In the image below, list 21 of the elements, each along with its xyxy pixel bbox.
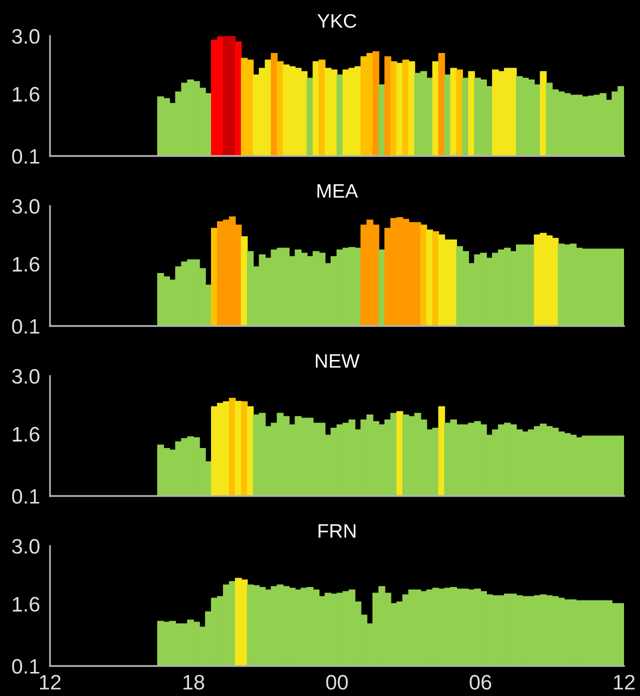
y-tick-label: 3.0: [12, 369, 40, 384]
chart-title: YKC: [317, 14, 356, 28]
y-tick-label: 3.0: [12, 29, 40, 44]
chart-title: FRN: [318, 524, 356, 538]
y-tick-label: 3.0: [12, 539, 40, 554]
chart-title: NEW: [316, 354, 360, 368]
y-tick-label: 1.6: [12, 596, 40, 612]
x-tick-label: 00: [326, 674, 348, 690]
y-tick-label: 0.1: [12, 149, 40, 164]
y-tick-label: 1.6: [12, 86, 40, 102]
y-tick-label: 1.6: [12, 256, 40, 272]
x-tick-label: 12: [40, 674, 61, 690]
y-tick-label: 0.1: [12, 489, 40, 504]
y-tick-label: 3.0: [12, 199, 40, 214]
x-tick-label: 06: [470, 674, 492, 690]
y-tick-label: 1.6: [12, 426, 40, 442]
chart-title: MEA: [318, 184, 358, 198]
x-tick-label: 12: [614, 674, 635, 690]
y-tick-label: 0.1: [12, 319, 40, 334]
x-tick-label: 18: [184, 674, 204, 690]
y-tick-label: 0.1: [12, 659, 40, 674]
